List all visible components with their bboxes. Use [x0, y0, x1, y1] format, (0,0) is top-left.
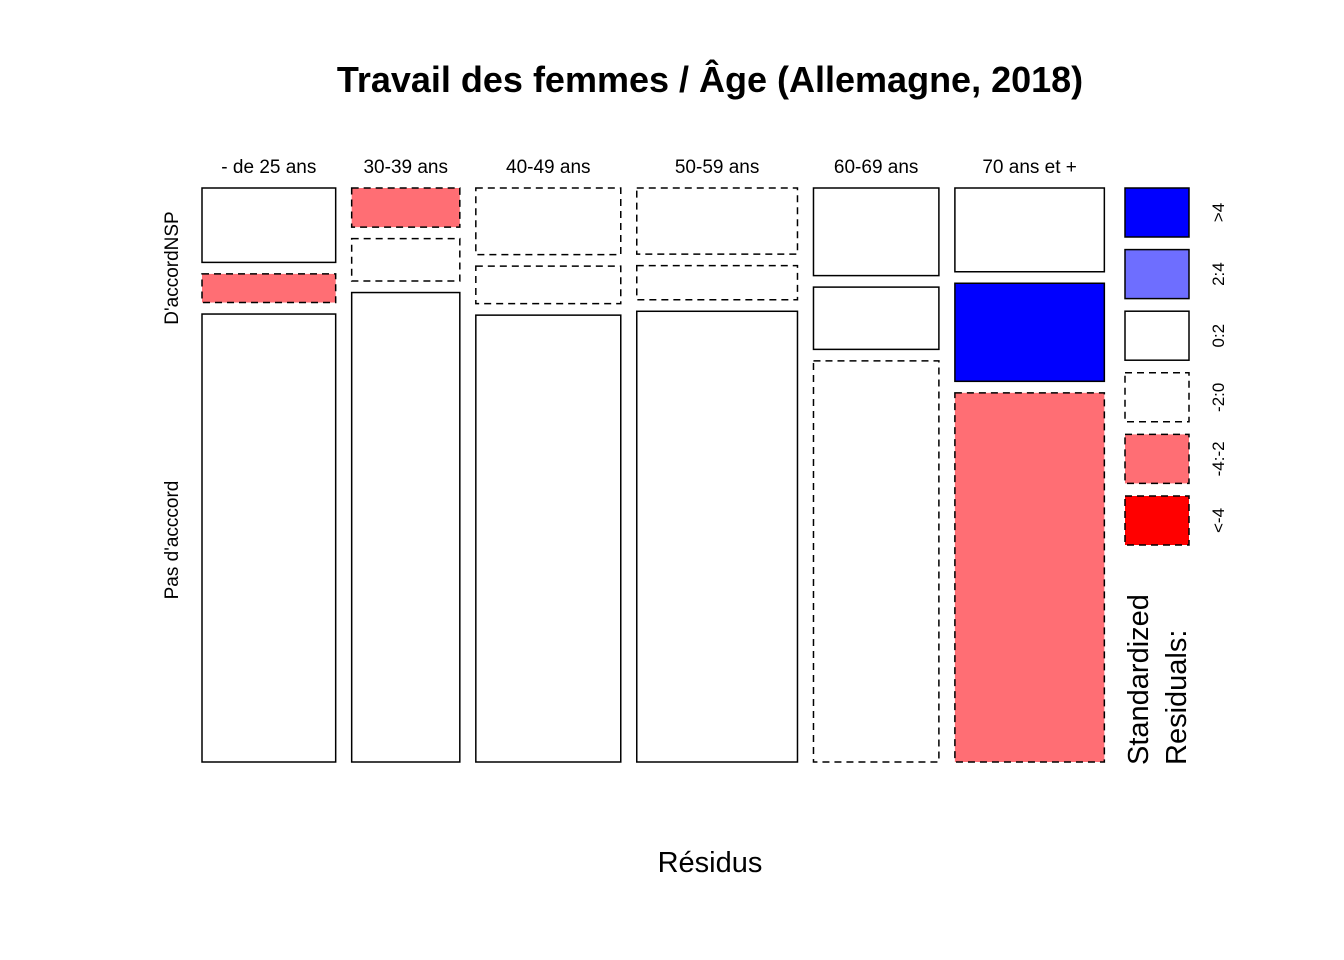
mosaic-cell: [812, 286, 940, 351]
legend-swatch: [1124, 495, 1190, 546]
column-label: 40-49 ans: [506, 157, 591, 178]
legend-label: 0:2: [1209, 324, 1228, 348]
row-label: Pas d'acccord: [162, 481, 183, 600]
x-axis-label: Résidus: [658, 847, 763, 879]
legend-swatch: [1124, 248, 1190, 300]
column-label: - de 25 ans: [221, 157, 316, 178]
legend-label: <-4: [1209, 508, 1228, 533]
mosaic-cell: [475, 314, 622, 763]
mosaic-cells: [201, 187, 1106, 763]
chart-title: Travail des femmes / Âge (Allemagne, 201…: [337, 58, 1083, 100]
column-label: 60-69 ans: [834, 157, 919, 178]
column-label: 70 ans et +: [982, 157, 1077, 178]
legend-swatch: [1124, 310, 1190, 361]
mosaic-cell: [954, 392, 1106, 763]
legend-swatch: [1124, 372, 1190, 423]
mosaic-cell: [201, 273, 337, 304]
legend-title: Standardized: [1123, 594, 1155, 765]
mosaic-cell: [636, 310, 799, 763]
mosaic-cell: [954, 282, 1106, 383]
legend-label: -2:0: [1209, 383, 1228, 412]
row-label: D'accordNSP: [162, 211, 183, 324]
mosaic-cell: [636, 187, 799, 255]
legend-label: 2:4: [1209, 262, 1228, 286]
mosaic-cell: [812, 187, 940, 277]
column-label: 50-59 ans: [675, 157, 760, 178]
legend: >4 2:4 0:2 -2:0 -4:-2 <-4 Standardized Residual…: [1123, 187, 1228, 765]
row-labels: D'accordNSP Pas d'acccord: [162, 211, 183, 599]
legend-label: >4: [1209, 203, 1228, 222]
legend-swatch: [1124, 187, 1190, 238]
legend-title: Residuals:: [1161, 630, 1193, 765]
mosaic-cell: [636, 264, 799, 301]
mosaic-cell: [954, 187, 1106, 273]
mosaic-cell: [350, 291, 461, 763]
legend-label: -4:-2: [1209, 441, 1228, 476]
mosaic-cell: [350, 187, 461, 228]
mosaic-cell: [475, 265, 622, 305]
mosaic-cell: [812, 360, 940, 763]
mosaic-cell: [350, 237, 461, 282]
column-labels: - de 25 ans 30-39 ans 40-49 ans 50-59 ans 60…: [221, 157, 1077, 178]
column-label: 30-39 ans: [363, 157, 448, 178]
mosaic-cell: [201, 313, 337, 763]
legend-swatch: [1124, 433, 1190, 485]
mosaic-cell: [475, 187, 622, 256]
mosaic-cell: [201, 187, 337, 264]
